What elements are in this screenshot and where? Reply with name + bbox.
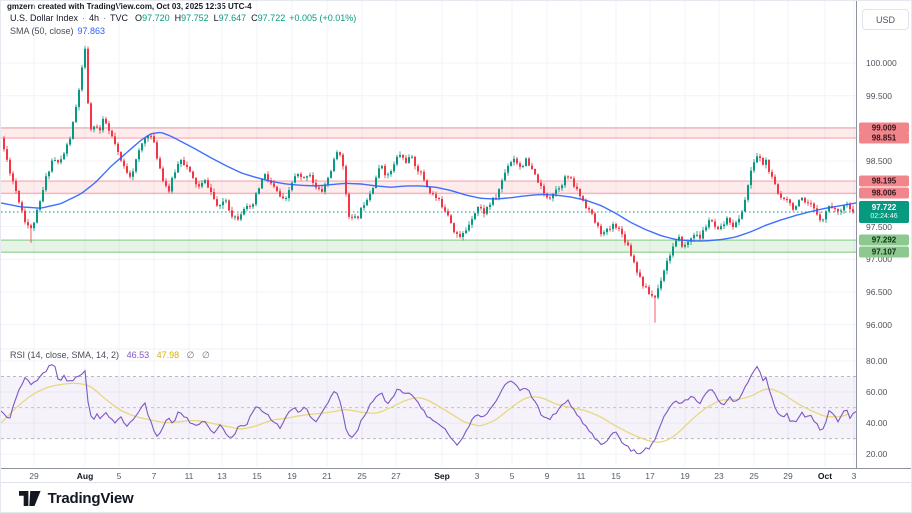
- ohlc-item: L97.647: [213, 13, 247, 23]
- time-tick-day: 15: [611, 471, 621, 481]
- time-tick-day: 23: [714, 471, 724, 481]
- time-tick-month: Oct: [817, 471, 833, 481]
- level-price: 97.722: [871, 202, 897, 212]
- time-tick-day: 27: [391, 471, 401, 481]
- footer-bar: TradingView: [1, 482, 911, 512]
- rsi-line: [1, 364, 856, 455]
- price-tick-label: 98.500: [866, 156, 892, 167]
- rsi-sma-value: 47.98: [156, 350, 180, 360]
- current-price-label: 97.722 02:24:46: [859, 200, 909, 223]
- level-price: 98.851: [871, 133, 897, 143]
- level-price: 97.107: [871, 247, 897, 257]
- time-tick-day: 17: [645, 471, 655, 481]
- chart-pane[interactable]: U.S. Dollar Index · 4h · TVC O97.720 H97.…: [1, 1, 856, 468]
- currency-toggle-button[interactable]: USD: [862, 9, 909, 30]
- rsi-tick-label: 20.00: [866, 449, 888, 460]
- bar-countdown: 02:24:46: [870, 212, 898, 220]
- ohlc-values: O97.720 H97.752 L97.647 C97.722: [135, 12, 285, 25]
- time-tick-day: 11: [576, 471, 586, 481]
- time-tick-day: 21: [322, 471, 332, 481]
- support-price-label: 97.292: [859, 234, 909, 246]
- level-price: 98.195: [871, 176, 897, 186]
- time-axis[interactable]: 29 Aug 5 7 11 13 15 19 21 25 27 Sep 3 5 9 11 15 17 19 23 25 2…: [1, 468, 911, 482]
- time-tick-day: 19: [680, 471, 690, 481]
- symbol-legend[interactable]: U.S. Dollar Index · 4h · TVC O97.720 H97.…: [10, 12, 356, 38]
- time-tick-month: Sep: [434, 471, 450, 481]
- time-tick-month: Aug: [76, 471, 94, 481]
- time-tick-day: 5: [116, 471, 122, 481]
- symbol-interval[interactable]: 4h: [89, 13, 100, 23]
- time-tick-day: 19: [287, 471, 297, 481]
- symbol-exchange: TVC: [110, 13, 129, 23]
- rsi-label: RSI (14, close, SMA, 14, 2): [10, 350, 120, 360]
- time-tick-day: 29: [783, 471, 793, 481]
- rsi-tick-label: 60.00: [866, 387, 888, 398]
- legend-separator: ·: [103, 13, 107, 23]
- rsi-legend-row[interactable]: RSI (14, close, SMA, 14, 2) 46.53 47.98 …: [10, 350, 210, 361]
- time-tick-day: 15: [252, 471, 262, 481]
- rsi-band: [1, 376, 856, 440]
- grid: [1, 1, 856, 466]
- time-tick-day: 7: [151, 471, 157, 481]
- sma-line: [1, 131, 856, 242]
- rsi-sma-line: [1, 382, 850, 443]
- support-price-label: 97.107: [859, 246, 909, 258]
- rsi-tick-label: 80.00: [866, 356, 888, 366]
- rsi-value: 46.53: [126, 350, 150, 360]
- rsi-tick-label: 40.00: [866, 418, 888, 429]
- candlesticks: [3, 45, 854, 323]
- ohlc-item: C97.722: [251, 13, 286, 23]
- tradingview-brand-text[interactable]: TradingView: [47, 490, 134, 507]
- price-tick-label: 100.000: [866, 58, 897, 68]
- price-zones: [1, 127, 856, 253]
- time-tick-day: 5: [509, 471, 515, 481]
- symbol-legend-row[interactable]: U.S. Dollar Index · 4h · TVC O97.720 H97.…: [10, 12, 356, 25]
- price-tick-label: 97.000: [866, 254, 892, 265]
- time-tick-day: 29: [29, 471, 39, 481]
- price-tick-label: 96.000: [866, 319, 892, 330]
- resistance-price-label: 99.009: [859, 122, 909, 134]
- price-tick-label: 99.500: [866, 90, 892, 101]
- ohlc-item: O97.720: [135, 13, 170, 23]
- resistance-price-label: 98.851: [859, 132, 909, 144]
- price-tick-label: 97.500: [866, 221, 892, 232]
- price-change: +0.005 (+0.01%): [289, 13, 357, 23]
- sma-legend-row[interactable]: SMA (50, close) 97.863: [10, 25, 356, 38]
- price-axis[interactable]: USD 100.000 99.500 98.500 97.500 97.000 96.50…: [856, 1, 911, 482]
- level-price: 97.292: [871, 235, 897, 245]
- level-price: 99.009: [871, 123, 897, 133]
- time-tick-day: 3: [851, 471, 857, 481]
- sma-value: 97.863: [77, 26, 106, 36]
- time-tick-day: 13: [217, 471, 227, 481]
- ohlc-item: H97.752: [174, 13, 209, 23]
- time-tick-day: 11: [184, 471, 194, 481]
- level-price: 98.006: [871, 188, 897, 198]
- sma-label: SMA (50, close): [10, 26, 74, 36]
- resistance-price-label: 98.195: [859, 175, 909, 187]
- tradingview-logo-icon[interactable]: [19, 491, 41, 506]
- time-tick-day: 25: [749, 471, 759, 481]
- time-tick-day: 9: [544, 471, 550, 481]
- symbol-name: U.S. Dollar Index: [10, 13, 79, 23]
- rsi-empty-value: ∅: [202, 350, 210, 360]
- price-chart-canvas[interactable]: [1, 1, 856, 468]
- time-tick-day: 3: [474, 471, 480, 481]
- rsi-empty-value: ∅: [186, 350, 195, 360]
- creator-watermark: gmzern created with TradingView.com, Oct…: [7, 2, 252, 11]
- resistance-price-label: 98.006: [859, 187, 909, 199]
- legend-separator: ·: [82, 13, 86, 23]
- price-tick-label: 96.500: [866, 286, 892, 297]
- time-tick-day: 25: [357, 471, 367, 481]
